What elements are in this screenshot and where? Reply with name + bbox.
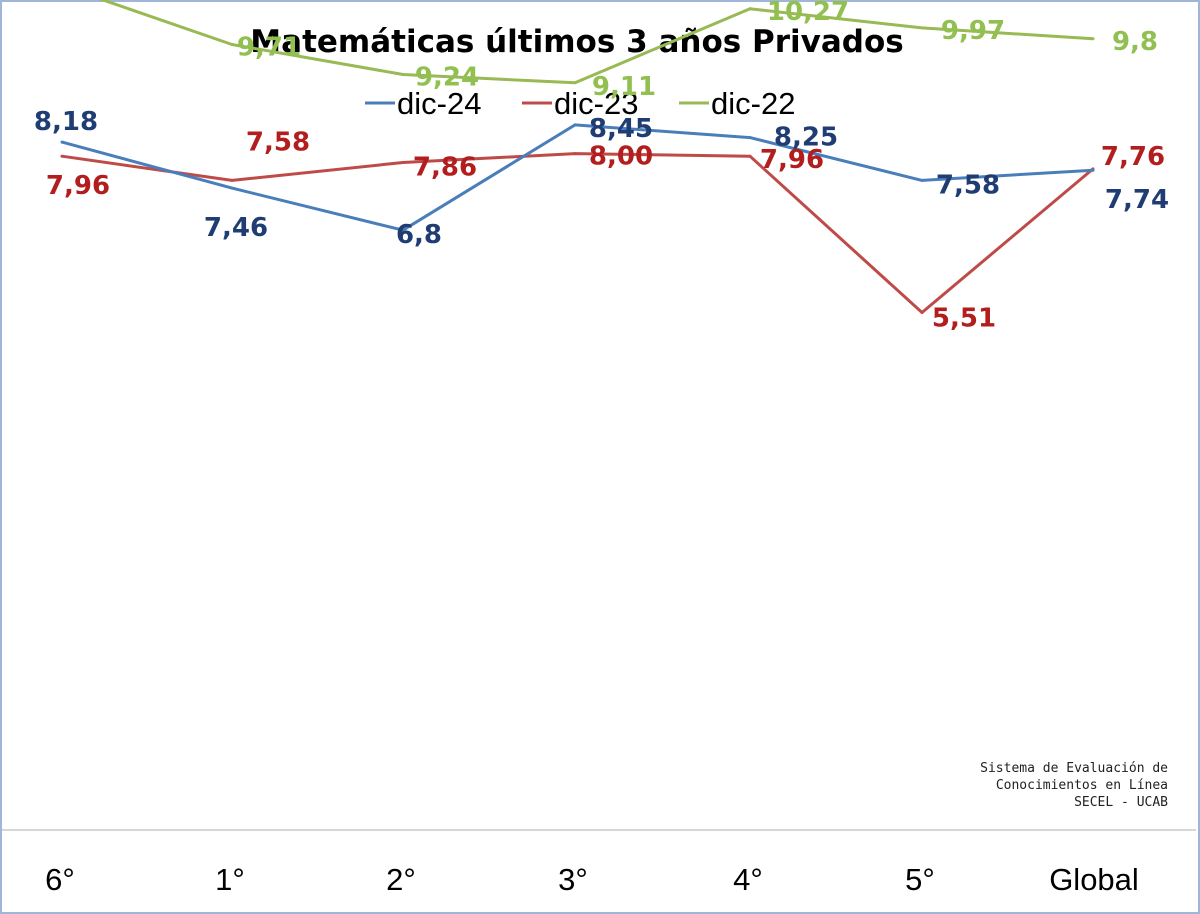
data-label-dic-24: 8,25 — [774, 123, 838, 153]
data-label-dic-24: 7,58 — [936, 170, 1000, 200]
series-layer — [60, 0, 1095, 314]
x-tick-label: 1° — [215, 862, 245, 897]
data-point-dic-24 — [60, 140, 64, 144]
legend-label-dic-22: dic-22 — [711, 86, 795, 121]
data-label-dic-22: 9,24 — [415, 63, 479, 93]
data-label-dic-23: 7,76 — [1101, 142, 1165, 172]
data-point-dic-23 — [920, 311, 924, 314]
data-label-dic-23: 7,96 — [46, 171, 110, 201]
data-label-dic-22: 10,27 — [767, 0, 849, 27]
data-point-dic-24 — [748, 136, 752, 140]
data-label-dic-23: 7,86 — [413, 153, 477, 183]
data-label-dic-23: 8,00 — [589, 142, 653, 172]
data-label-dic-23: 7,96 — [760, 145, 824, 175]
credit-line-2: Conocimientos en Línea — [995, 778, 1168, 793]
credit-line-1: Sistema de Evaluación de — [980, 761, 1168, 776]
data-point-dic-23 — [60, 154, 64, 158]
data-label-dic-24: 7,46 — [204, 213, 268, 243]
data-point-dic-22 — [748, 7, 752, 11]
data-point-dic-23 — [748, 154, 752, 158]
data-label-dic-22: 9,97 — [941, 16, 1005, 46]
data-label-dic-23: 7,58 — [246, 127, 310, 157]
data-label-dic-24: 8,45 — [589, 114, 653, 144]
source-credit: Sistema de Evaluación de Conocimientos e… — [980, 760, 1168, 811]
data-label-dic-24: 6,8 — [396, 220, 442, 250]
chart-title: Matemáticas últimos 3 años Privados — [250, 24, 903, 60]
data-label-dic-22: 9,71 — [237, 33, 301, 63]
x-tick-label: 2° — [386, 862, 416, 897]
data-point-dic-24 — [401, 228, 405, 232]
data-label-dic-23: 5,51 — [932, 304, 996, 334]
data-label-dic-22: 9,8 — [1112, 27, 1158, 57]
chart-legend: dic-24 dic-23 dic-22 — [365, 86, 795, 121]
x-tick-label: Global — [1049, 862, 1139, 897]
data-label-dic-24: 7,74 — [1105, 185, 1169, 215]
legend-label-dic-24: dic-24 — [397, 86, 481, 121]
data-point-dic-23 — [401, 161, 405, 164]
x-axis-ticks: 6° 1° 2° 3° 4° 5° Global — [45, 862, 1139, 897]
data-point-dic-22 — [401, 73, 405, 76]
data-labels: 8,18 7,46 6,8 8,45 8,25 7,58 7,74 7,96 7,58 7,86 8… — [34, 0, 1169, 334]
data-point-dic-23 — [573, 152, 577, 156]
data-point-dic-23 — [230, 178, 234, 182]
x-tick-label: 4° — [733, 862, 763, 897]
x-tick-label: 5° — [905, 862, 935, 897]
data-label-dic-22: 10,63 — [75, 0, 157, 3]
data-label-dic-24: 8,18 — [34, 107, 98, 137]
data-point-dic-22 — [573, 81, 577, 85]
data-point-dic-24 — [920, 178, 924, 182]
data-point-dic-24 — [230, 186, 234, 190]
data-point-dic-24 — [1091, 168, 1095, 172]
data-label-dic-22: 9,11 — [592, 72, 656, 102]
x-tick-label: 6° — [45, 862, 75, 897]
data-point-dic-24 — [573, 123, 577, 127]
legend-label-dic-23: dic-23 — [554, 86, 638, 121]
x-tick-label: 3° — [558, 862, 588, 897]
data-point-dic-22 — [1091, 37, 1095, 41]
data-point-dic-22 — [230, 43, 234, 46]
data-point-dic-22 — [920, 26, 924, 30]
credit-line-3: SECEL - UCAB — [1074, 795, 1168, 810]
